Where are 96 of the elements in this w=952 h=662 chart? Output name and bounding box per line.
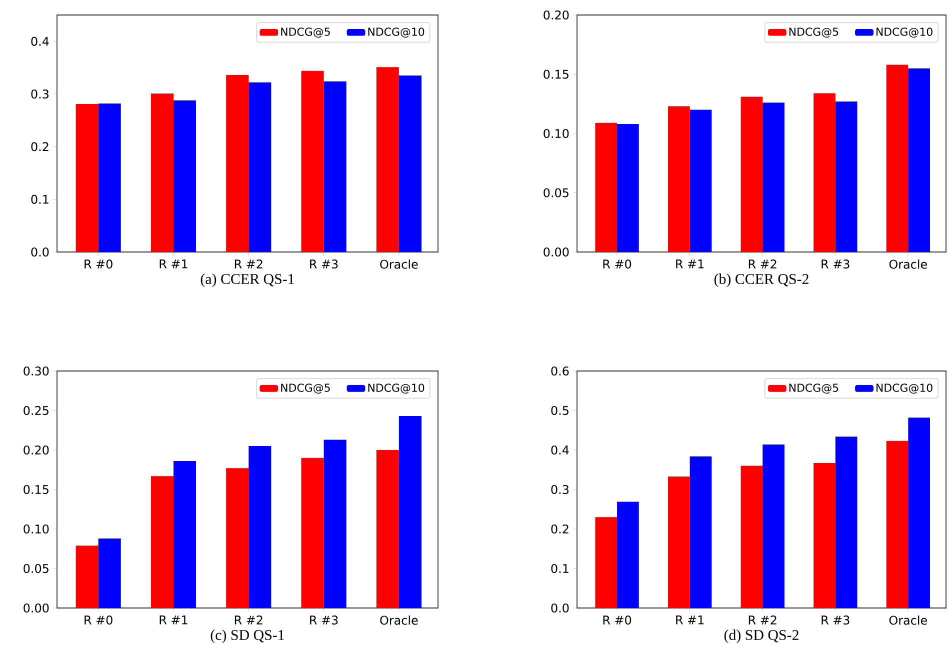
bar (814, 463, 836, 608)
legend-label: NDCG@5 (281, 28, 330, 38)
bar (908, 418, 930, 608)
bar (226, 468, 249, 608)
bar (740, 96, 763, 252)
x-tick-label: R #0 (84, 260, 112, 269)
y-tick-label: 0.05 (24, 564, 48, 574)
bar (173, 461, 196, 608)
bar (908, 68, 930, 252)
bar (324, 81, 346, 252)
bar (301, 70, 324, 252)
y-tick-label: 0.4 (31, 36, 49, 46)
bar (76, 104, 98, 252)
bar (226, 75, 249, 252)
legend-label: NDCG@10 (876, 384, 932, 394)
x-tick-label: R #3 (822, 260, 850, 269)
x-tick-label: R #0 (84, 616, 112, 625)
bar (762, 102, 784, 252)
x-tick-label: R #0 (603, 616, 632, 625)
y-tick-label: 0.3 (551, 484, 569, 494)
bar (150, 93, 174, 252)
y-tick-label: 0.00 (24, 603, 49, 613)
bar (690, 456, 712, 608)
bar (690, 110, 712, 252)
x-tick-label: Oracle (889, 260, 927, 269)
legend-label: NDCG@10 (368, 384, 424, 394)
x-tick-label: R #1 (676, 260, 704, 268)
y-tick-label: 0.3 (31, 89, 49, 99)
x-tick-label: R #3 (310, 616, 338, 625)
y-tick-label: 0.05 (544, 188, 568, 198)
bar (595, 122, 618, 252)
y-tick-label: 0.2 (551, 524, 568, 534)
x-tick-label: R #3 (310, 260, 338, 269)
bar (150, 476, 174, 608)
y-tick-label: 0.00 (544, 247, 569, 257)
legend-label: NDCG@5 (789, 384, 838, 394)
y-tick-label: 0.0 (551, 603, 569, 613)
bar (814, 93, 836, 252)
text: (c) SD QS-1 (210, 630, 284, 644)
x-tick-label: Oracle (889, 616, 927, 625)
y-tick-label: 0.20 (24, 445, 49, 455)
bar (668, 476, 690, 608)
bar (324, 440, 346, 608)
bar (173, 100, 196, 252)
bar (76, 546, 98, 608)
text: (a) CCER QS-1 (200, 274, 294, 288)
y-tick-label: 0.1 (551, 564, 568, 574)
text: (d) SD QS-2 (724, 630, 798, 644)
bar (595, 517, 618, 608)
y-tick-label: 0.0 (31, 247, 49, 257)
y-tick-label: 0.10 (544, 128, 569, 138)
bar (248, 446, 272, 608)
x-tick-label: R #1 (160, 616, 188, 624)
x-tick-label: R #2 (748, 616, 776, 624)
bar (398, 416, 422, 608)
bar (835, 102, 858, 252)
bar (617, 502, 639, 608)
x-tick-label: R #2 (748, 260, 776, 268)
bar (886, 440, 908, 608)
y-tick-label: 0.15 (544, 70, 568, 79)
x-tick-label: Oracle (380, 260, 418, 269)
bar (376, 67, 399, 252)
x-tick-label: R #2 (234, 260, 262, 268)
text: (b) CCER QS-2 (714, 274, 808, 288)
bar (98, 103, 121, 252)
y-tick-label: 0.6 (551, 366, 569, 376)
bar (248, 82, 272, 252)
x-tick-label: R #0 (603, 260, 632, 269)
x-tick-label: Oracle (380, 616, 418, 625)
x-tick-label: R #1 (160, 260, 188, 268)
legend-label: NDCG@10 (876, 28, 932, 38)
bar (398, 76, 422, 252)
bar (740, 466, 763, 608)
bar (762, 444, 784, 608)
bar (98, 538, 121, 608)
bar (376, 450, 399, 608)
bar (886, 64, 908, 252)
legend-label: NDCG@5 (281, 384, 330, 394)
bar (617, 124, 639, 252)
y-tick-label: 0.25 (24, 406, 48, 416)
x-tick-label: R #2 (234, 616, 262, 624)
y-tick-label: 0.20 (544, 10, 569, 20)
y-tick-label: 0.1 (31, 194, 48, 204)
x-tick-label: R #1 (676, 616, 704, 624)
y-tick-label: 0.15 (24, 484, 48, 494)
bar (301, 458, 324, 608)
bar (668, 106, 690, 252)
legend-label: NDCG@10 (368, 28, 424, 38)
y-tick-label: 0.10 (24, 524, 49, 534)
y-tick-label: 0.2 (31, 142, 48, 152)
legend-label: NDCG@5 (789, 28, 838, 38)
y-tick-label: 0.30 (24, 366, 49, 376)
x-tick-label: R #3 (822, 616, 850, 625)
y-tick-label: 0.5 (551, 406, 568, 416)
y-tick-label: 0.4 (551, 445, 569, 455)
bar (835, 436, 858, 608)
